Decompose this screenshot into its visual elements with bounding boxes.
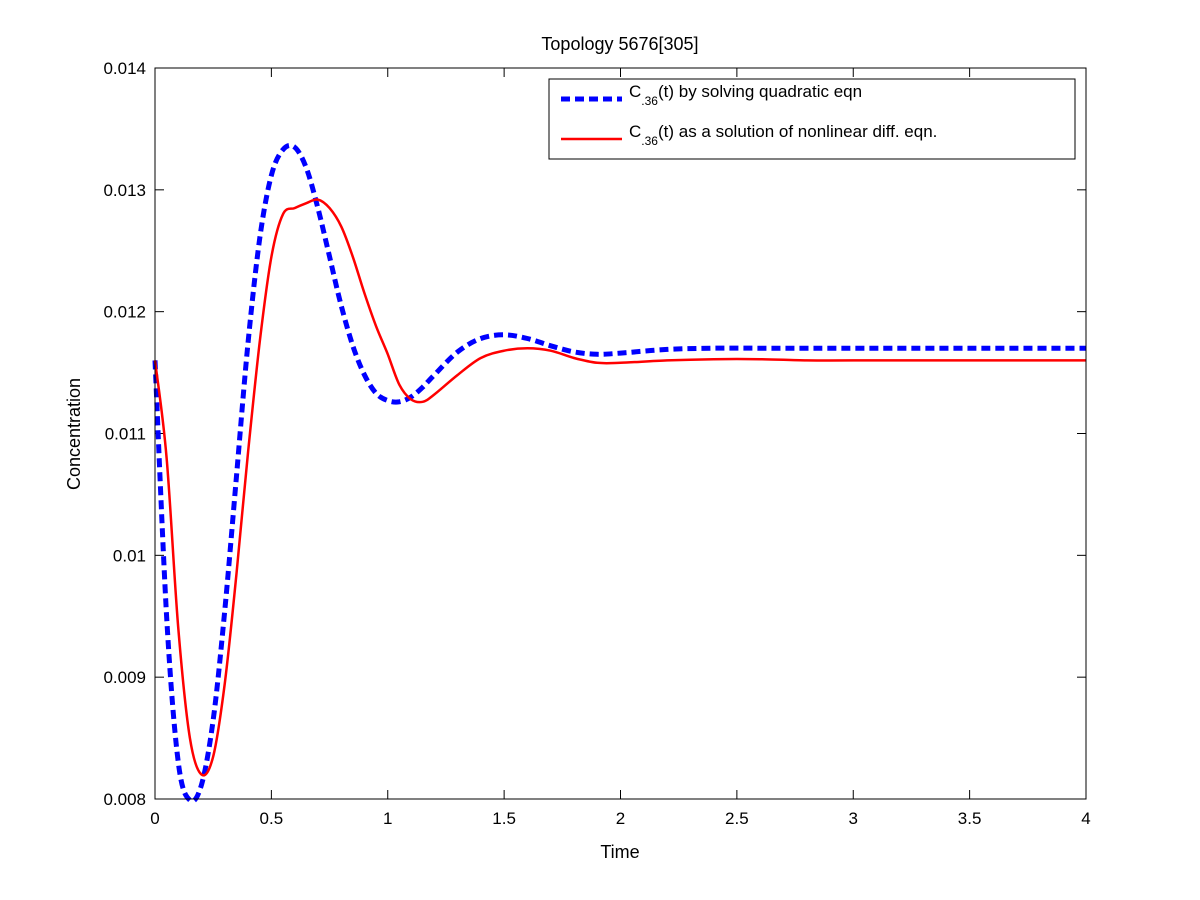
legend-box bbox=[548, 78, 1076, 160]
x-tick-label: 4 bbox=[1081, 809, 1090, 828]
x-tick-label: 1 bbox=[383, 809, 392, 828]
y-tick-label: 0.01 bbox=[113, 546, 146, 565]
x-tick-label: 0.5 bbox=[260, 809, 284, 828]
legend-subscript: .36 bbox=[641, 134, 658, 148]
y-tick-label: 0.012 bbox=[103, 303, 146, 322]
y-tick-label: 0.011 bbox=[105, 425, 146, 444]
series-line-quadratic bbox=[152, 142, 1086, 804]
y-tick-label: 0.008 bbox=[103, 790, 146, 809]
y-axis-label: Concentration bbox=[64, 378, 84, 490]
series-layer bbox=[152, 142, 1086, 804]
x-tick-label: 0 bbox=[150, 809, 159, 828]
x-tick-label: 1.5 bbox=[492, 809, 516, 828]
legend: C.36(t) by solving quadratic eqn C.36(t)… bbox=[548, 78, 1076, 160]
x-tick-label: 3.5 bbox=[958, 809, 982, 828]
axis-ticks: 0 0.5 1 1.5 2 2.5 3 3.5 4 0.008 0.009 0.01 0.011 0.01… bbox=[103, 59, 1090, 828]
y-tick-label: 0.014 bbox=[103, 59, 146, 78]
legend-suffix: (t) by solving quadratic eqn bbox=[658, 82, 862, 101]
plot-frame bbox=[154, 67, 1087, 800]
legend-suffix: (t) as a solution of nonlinear diff. eqn… bbox=[658, 122, 937, 141]
legend-prefix: C bbox=[629, 82, 641, 101]
legend-prefix: C bbox=[629, 122, 641, 141]
x-tick-label: 2.5 bbox=[725, 809, 749, 828]
x-tick-label: 3 bbox=[849, 809, 858, 828]
plot-area bbox=[155, 68, 1086, 799]
x-tick-label: 2 bbox=[616, 809, 625, 828]
chart-title: Topology 5676[305] bbox=[541, 34, 698, 54]
series-line-nonlinear bbox=[153, 198, 1086, 777]
legend-subscript: .36 bbox=[641, 94, 658, 108]
legend-entry-quadratic: C.36(t) by solving quadratic eqn bbox=[629, 82, 862, 108]
y-tick-label: 0.013 bbox=[103, 181, 146, 200]
legend-entry-nonlinear: C.36(t) as a solution of nonlinear diff.… bbox=[629, 122, 937, 148]
x-axis-label: Time bbox=[600, 842, 639, 862]
y-tick-label: 0.009 bbox=[103, 668, 146, 687]
